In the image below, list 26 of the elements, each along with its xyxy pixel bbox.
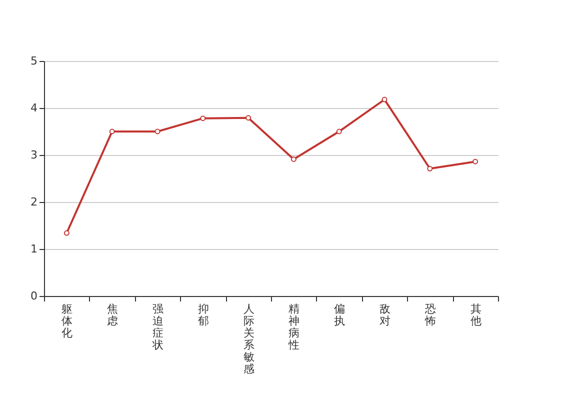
- point: [382, 96, 388, 102]
- y-tick-label: 2: [30, 196, 38, 208]
- point: [472, 158, 478, 164]
- x-tick-label: 精神病性: [288, 302, 300, 352]
- x-tick-label: 敌对: [380, 302, 390, 328]
- x-tick-label: 恐怖: [424, 302, 436, 328]
- x-tick-label: 偏执: [334, 302, 346, 328]
- y-tick-label: 5: [30, 54, 38, 68]
- x-tick-label: 人际关系敏感: [243, 302, 254, 376]
- x-tick-label: 抑郁: [198, 302, 209, 328]
- point: [427, 166, 433, 172]
- point: [109, 128, 115, 134]
- x-tick-label: 其他: [470, 302, 482, 328]
- point: [200, 116, 206, 122]
- point: [336, 128, 342, 134]
- point: [154, 128, 160, 134]
- x-tick-label: 强迫症状: [152, 302, 164, 352]
- point: [246, 115, 252, 121]
- y-tick-label: 4: [30, 102, 38, 114]
- point: [290, 156, 296, 162]
- x-tick-label: 焦虑: [107, 302, 118, 328]
- y-tick-label: 3: [30, 148, 38, 162]
- point: [64, 230, 70, 236]
- x-tick-label: 躯体化: [62, 302, 73, 340]
- y-tick-label: 0: [30, 290, 38, 302]
- y-tick-label: 1: [30, 242, 38, 256]
